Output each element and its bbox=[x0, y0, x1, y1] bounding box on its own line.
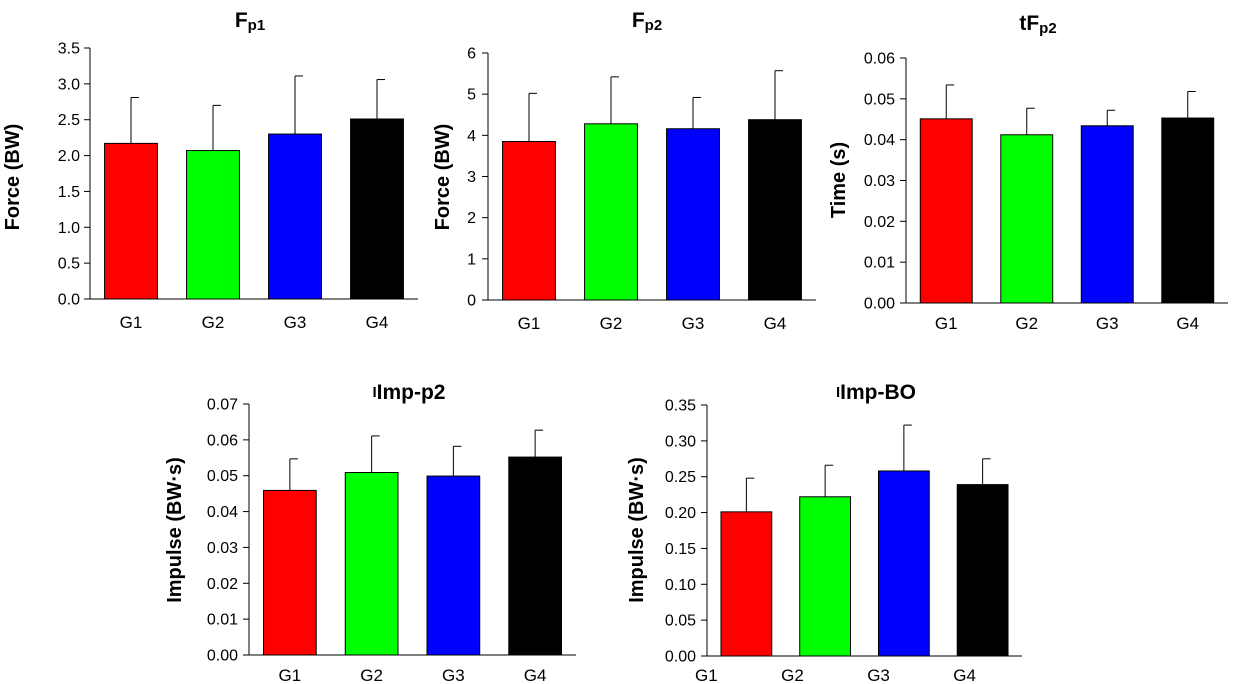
x-tick-label: G1 bbox=[695, 666, 718, 684]
panel-title: IImp-BO bbox=[836, 381, 916, 404]
y-tick-label: 5 bbox=[467, 87, 476, 104]
bar-g1 bbox=[720, 511, 773, 657]
y-tick-label: 0.0 bbox=[58, 292, 80, 309]
y-tick-label: 0.15 bbox=[665, 541, 696, 558]
bar-g1 bbox=[104, 142, 158, 300]
x-tick-label: G2 bbox=[360, 666, 383, 684]
y-axis-label: Time (s) bbox=[828, 142, 850, 218]
y-tick-label: 0.20 bbox=[665, 505, 696, 522]
y-tick-label: 0.05 bbox=[864, 91, 895, 108]
plot-area: 0.00 0.05 0.10 0.15 0.20 0.25 0.30 0.35 G1 G2 G3 G4 bbox=[665, 398, 1022, 684]
x-tick-label: G1 bbox=[279, 666, 302, 684]
x-tick-label: G3 bbox=[867, 666, 890, 684]
y-tick-label: 0.5 bbox=[58, 256, 80, 273]
bar-g2 bbox=[344, 471, 399, 656]
x-tick-label: G2 bbox=[781, 666, 804, 684]
bar-g2 bbox=[584, 123, 638, 301]
y-tick-label: 0.10 bbox=[665, 577, 696, 594]
panel-title: Fp1 bbox=[235, 9, 265, 34]
x-tick-label: G1 bbox=[120, 313, 143, 332]
y-axis-label: Force (BW) bbox=[432, 124, 454, 231]
panel-title: IImp-p2 bbox=[372, 381, 445, 404]
bar-g4 bbox=[748, 119, 802, 301]
y-tick-label: 0.05 bbox=[207, 468, 238, 485]
y-tick-label: 0.05 bbox=[665, 613, 696, 630]
x-tick-label: G3 bbox=[284, 313, 307, 332]
bar-g4 bbox=[1161, 117, 1215, 304]
bar-g2 bbox=[1000, 134, 1054, 304]
x-tick-label: G2 bbox=[600, 314, 623, 333]
bar-g1 bbox=[919, 118, 973, 304]
y-tick-label: 0.03 bbox=[864, 173, 895, 190]
x-tick-label: G3 bbox=[682, 314, 705, 333]
x-tick-label: G4 bbox=[1176, 314, 1199, 333]
y-tick-label: 0.04 bbox=[207, 504, 238, 521]
y-tick-label: 0.01 bbox=[207, 612, 238, 629]
plot-area: 0.00 0.01 0.02 0.03 0.04 0.05 0.06 0.07 G1 G2 G3 G4 bbox=[207, 397, 576, 684]
panel-iimp-bo: IImp-BO Impulse (BW·s) 0.000.050.100.150… bbox=[626, 381, 1022, 684]
bar-g3 bbox=[426, 475, 481, 656]
bar-g3 bbox=[666, 128, 720, 301]
y-tick-label: 0.35 bbox=[665, 398, 696, 415]
y-tick-label: 0.00 bbox=[207, 648, 238, 665]
x-tick-label: G1 bbox=[518, 314, 541, 333]
y-tick-label: 1 bbox=[467, 251, 476, 268]
y-tick-label: 0.02 bbox=[207, 576, 238, 593]
y-tick-label: 0.03 bbox=[207, 540, 238, 557]
x-tick-label: G3 bbox=[1096, 314, 1119, 333]
y-tick-label: 3.0 bbox=[58, 76, 80, 93]
y-tick-label: 0.30 bbox=[665, 433, 696, 450]
y-tick-label: 3 bbox=[467, 169, 476, 186]
panel-tfp2: tFp2 Time (s) 0.000.010.020.030.040.050.… bbox=[828, 12, 1228, 333]
panel-fp2: Fp2 Force (BW) 0 1 2 3 4 5 6 G1 G2 G3 G4 bbox=[432, 9, 816, 333]
y-tick-label: 2.5 bbox=[58, 112, 80, 129]
bar-g4 bbox=[508, 456, 562, 656]
bar-g3 bbox=[877, 470, 930, 657]
bar-g2 bbox=[799, 496, 852, 657]
y-tick-label: 0.00 bbox=[864, 296, 895, 313]
x-tick-label: G2 bbox=[1015, 314, 1038, 333]
bar-g3 bbox=[1080, 125, 1134, 304]
plot-area: 0 1 2 3 4 5 6 G1 G2 G3 G4 bbox=[467, 46, 816, 333]
x-tick-label: G4 bbox=[524, 666, 547, 684]
y-tick-label: 1.0 bbox=[58, 220, 80, 237]
y-axis-label: Impulse (BW·s) bbox=[164, 457, 186, 603]
panel-title: Fp2 bbox=[632, 9, 662, 34]
x-tick-label: G1 bbox=[935, 314, 958, 333]
y-axis-label: Force (BW) bbox=[2, 124, 24, 231]
x-tick-label: G4 bbox=[953, 666, 976, 684]
bar-g1 bbox=[263, 489, 317, 656]
y-tick-label: 1.5 bbox=[58, 184, 80, 201]
y-tick-label: 2 bbox=[467, 210, 476, 227]
y-tick-label: 0.04 bbox=[864, 132, 895, 149]
bar-g4 bbox=[956, 484, 1009, 657]
y-axis-label: Impulse (BW·s) bbox=[626, 457, 648, 603]
y-tick-label: 6 bbox=[467, 46, 476, 63]
y-tick-label: 0.00 bbox=[665, 649, 696, 666]
bar-g3 bbox=[268, 133, 322, 300]
y-tick-label: 0.25 bbox=[665, 469, 696, 486]
x-tick-label: G4 bbox=[764, 314, 787, 333]
y-tick-label: 0.06 bbox=[864, 51, 895, 68]
y-tick-label: 4 bbox=[467, 128, 476, 145]
plot-area: 0.0 0.5 1.0 1.5 2.0 2.5 3.0 3.5 G1 G2 G3 G4 bbox=[58, 41, 418, 332]
y-tick-label: 2.0 bbox=[58, 148, 80, 165]
y-tick-label: 0.06 bbox=[207, 432, 238, 449]
x-tick-label: G2 bbox=[202, 313, 225, 332]
y-tick-label: 0.07 bbox=[207, 397, 238, 414]
x-tick-label: G4 bbox=[366, 313, 389, 332]
panel-title: tFp2 bbox=[1019, 12, 1056, 37]
y-tick-label: 0.01 bbox=[864, 255, 895, 272]
bar-g1 bbox=[502, 141, 556, 301]
plot-area: 0.00 0.01 0.02 0.03 0.04 0.05 0.06 G1 G2 G3 G4 bbox=[864, 51, 1228, 333]
bar-g2 bbox=[186, 150, 240, 300]
y-tick-label: 0.02 bbox=[864, 214, 895, 231]
x-tick-label: G3 bbox=[442, 666, 465, 684]
y-tick-label: 0 bbox=[467, 293, 476, 310]
bar-g4 bbox=[350, 118, 404, 300]
panel-iimp-p2: IImp-p2 Impulse (BW·s) 0.000.010.020.030… bbox=[164, 381, 576, 684]
panel-fp1: Fp1 Force (BW) 0.0 0.5 1.0 1.5 2.0 2.5 3.0 3.5 G… bbox=[2, 9, 418, 332]
y-tick-label: 3.5 bbox=[58, 41, 80, 58]
